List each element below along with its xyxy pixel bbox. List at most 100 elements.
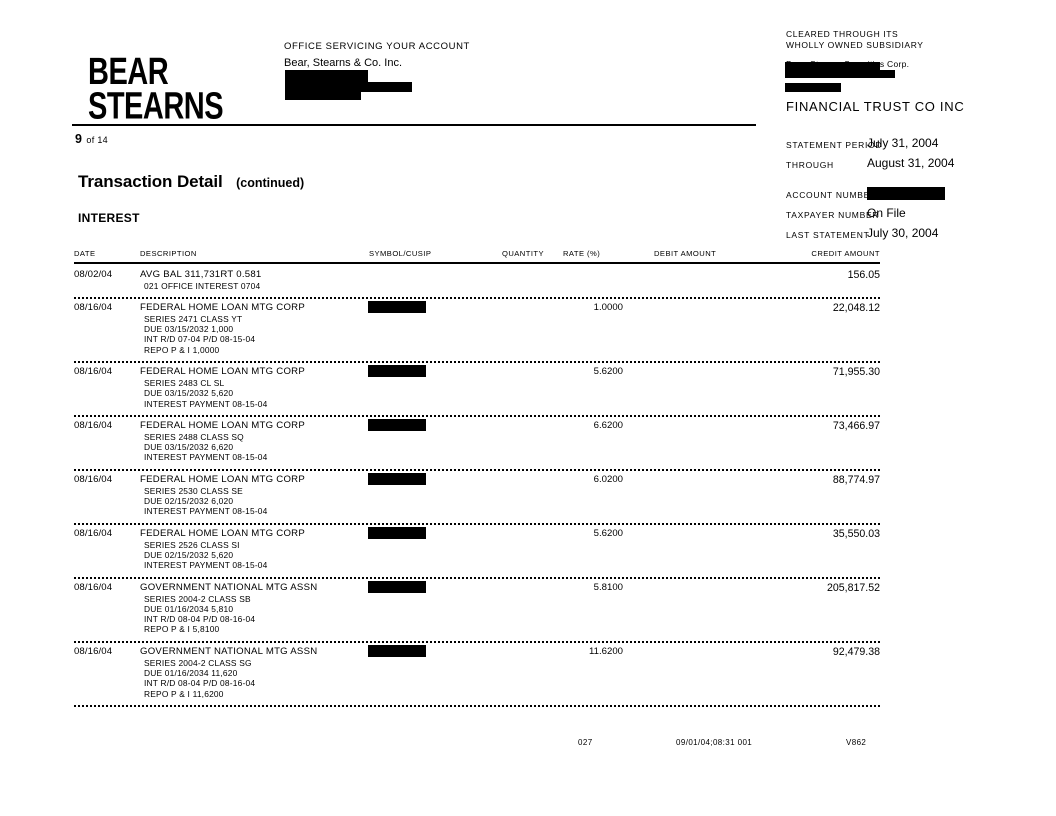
row-description-detail: SERIES 2488 CLASS SQ: [144, 431, 244, 442]
row-description-detail: DUE 02/15/2032 5,620: [144, 549, 234, 560]
transaction-rows: 08/02/04 AVG BAL 311,731RT 0.581 021 OFFIC…: [74, 264, 880, 705]
table-row: 08/02/04 AVG BAL 311,731RT 0.581 021 OFFIC…: [74, 264, 880, 297]
row-description-detail: SERIES 2471 CLASS YT: [144, 313, 243, 324]
page-title-continued: (continued): [236, 176, 305, 190]
row-credit-amount: 156.05: [847, 268, 880, 281]
row-description-detail: INTEREST PAYMENT 08-15-04: [144, 452, 268, 463]
table-row: 08/16/04 GOVERNMENT NATIONAL MTG ASSN SERI…: [74, 640, 880, 705]
table-row: 08/16/04 FEDERAL HOME LOAN MTG CORP SERIES…: [74, 468, 880, 523]
subsidiary-address-redaction-1: [785, 62, 880, 71]
meta-row-statement-period: STATEMENT PERIOD July 31, 2004: [786, 136, 1006, 156]
row-description-detail: DUE 01/16/2034 11,620: [144, 668, 238, 679]
page-indicator: 9 of 14: [75, 130, 108, 148]
row-description-title: FEDERAL HOME LOAN MTG CORP: [140, 527, 305, 539]
row-date: 08/16/04: [74, 419, 113, 431]
page-title: Transaction Detail (continued): [78, 172, 304, 192]
table-header-rule: [74, 262, 880, 264]
row-description-detail: DUE 03/15/2032 6,620: [144, 442, 234, 453]
row-symbol-redaction: [368, 580, 426, 593]
row-date: 08/16/04: [74, 527, 113, 539]
office-address-redaction-2: [285, 82, 412, 92]
header-divider: [72, 124, 756, 126]
bear-stearns-logo: BEAR STEARNS: [88, 51, 224, 128]
row-description-detail: REPO P & I 5,8100: [144, 624, 220, 635]
page-total: of 14: [86, 135, 108, 145]
row-description-detail: INT R/D 08-04 P/D 08-16-04: [144, 614, 256, 625]
row-symbol-redaction: [368, 418, 426, 431]
row-credit-amount: 88,774.97: [832, 473, 880, 486]
logo-line-1: BEAR: [88, 51, 169, 94]
row-description-title: FEDERAL HOME LOAN MTG CORP: [140, 419, 305, 431]
row-dotted-separator: [74, 296, 880, 299]
table-row: 08/16/04 FEDERAL HOME LOAN MTG CORP SERIES…: [74, 296, 880, 361]
taxpayer-number-label: TAXPAYER NUMBER: [786, 210, 880, 220]
row-dotted-separator: [74, 522, 880, 525]
column-header-debit: DEBIT AMOUNT: [654, 249, 717, 258]
row-description-detail: SERIES 2004-2 CLASS SB: [144, 593, 251, 604]
through-value: August 31, 2004: [867, 156, 955, 170]
last-statement-value: July 30, 2004: [867, 226, 939, 240]
row-description-detail: DUE 03/15/2032 5,620: [144, 388, 234, 399]
row-dotted-separator: [74, 414, 880, 417]
page-number: 9: [75, 132, 82, 146]
cleared-line-1: CLEARED THROUGH ITS: [786, 29, 899, 39]
row-rate: 5.8100: [593, 581, 623, 593]
account-number-redaction: [867, 187, 945, 200]
taxpayer-number-value: On File: [867, 206, 906, 220]
row-description-detail: REPO P & I 11,6200: [144, 688, 224, 699]
table-bottom-dotted-line: [74, 704, 880, 707]
row-symbol-redaction: [368, 526, 426, 539]
subsidiary-address-redaction-2: [785, 70, 895, 78]
table-row: 08/16/04 FEDERAL HOME LOAN MTG CORP SERIES…: [74, 522, 880, 577]
logo-line-2: STEARNS: [88, 85, 224, 128]
row-date: 08/16/04: [74, 473, 113, 485]
row-rate: 6.0200: [593, 473, 623, 485]
row-description-detail: SERIES 2530 CLASS SE: [144, 485, 243, 496]
column-header-date: DATE: [74, 249, 96, 258]
row-dotted-separator: [74, 468, 880, 471]
row-credit-amount: 92,479.38: [832, 645, 880, 658]
row-rate: 11.6200: [589, 645, 623, 657]
row-description-detail: SERIES 2004-2 CLASS SG: [144, 657, 252, 668]
row-date: 08/16/04: [74, 365, 113, 377]
office-address-redaction-1: [285, 70, 368, 84]
table-row: 08/16/04 FEDERAL HOME LOAN MTG CORP SERIES…: [74, 360, 880, 415]
row-dotted-separator: [74, 360, 880, 363]
row-credit-amount: 71,955.30: [832, 365, 880, 378]
meta-row-account-number: ACCOUNT NUMBER: [786, 186, 1006, 206]
statement-period-label: STATEMENT PERIOD: [786, 140, 883, 150]
row-date: 08/16/04: [74, 301, 113, 313]
row-dotted-separator: [74, 640, 880, 643]
table-bottom-separator: [74, 704, 880, 709]
column-header-rate: RATE (%): [563, 249, 601, 258]
row-description-detail: INT R/D 07-04 P/D 08-15-04: [144, 334, 256, 345]
row-credit-amount: 22,048.12: [832, 301, 880, 314]
section-heading: INTEREST: [78, 211, 140, 225]
office-servicing-block: OFFICE SERVICING YOUR ACCOUNT Bear, Stea…: [284, 41, 470, 69]
row-description-title: FEDERAL HOME LOAN MTG CORP: [140, 473, 305, 485]
row-symbol-redaction: [368, 644, 426, 657]
table-row: 08/16/04 GOVERNMENT NATIONAL MTG ASSN SERI…: [74, 576, 880, 641]
row-credit-amount: 73,466.97: [832, 419, 880, 432]
row-symbol-redaction: [368, 300, 426, 313]
column-header-credit: CREDIT AMOUNT: [811, 249, 880, 258]
office-servicing-name: Bear, Stearns & Co. Inc.: [284, 57, 403, 69]
table-row: 08/16/04 FEDERAL HOME LOAN MTG CORP SERIES…: [74, 414, 880, 469]
row-credit-amount: 205,817.52: [826, 581, 880, 594]
row-description-detail: REPO P & I 1,0000: [144, 344, 220, 355]
cleared-line-2: WHOLLY OWNED SUBSIDIARY: [786, 40, 924, 50]
row-description-title: GOVERNMENT NATIONAL MTG ASSN: [140, 645, 318, 657]
row-description-title: AVG BAL 311,731RT 0.581: [140, 268, 262, 280]
row-description-detail: INTEREST PAYMENT 08-15-04: [144, 506, 268, 517]
account-number-label: ACCOUNT NUMBER: [786, 190, 877, 200]
row-description-detail: DUE 02/15/2032 6,020: [144, 496, 234, 507]
row-description-detail: DUE 03/15/2032 1,000: [144, 324, 234, 335]
office-servicing-label: OFFICE SERVICING YOUR ACCOUNT: [284, 41, 470, 52]
row-rate: 6.6200: [593, 419, 623, 431]
row-symbol-redaction: [368, 364, 426, 377]
table-column-headers: DATE DESCRIPTION SYMBOL/CUSIP QUANTITY R…: [74, 249, 880, 262]
row-description-detail: DUE 01/16/2034 5,810: [144, 603, 234, 614]
row-description-title: FEDERAL HOME LOAN MTG CORP: [140, 365, 305, 377]
meta-row-taxpayer-number: TAXPAYER NUMBER On File: [786, 206, 1006, 226]
